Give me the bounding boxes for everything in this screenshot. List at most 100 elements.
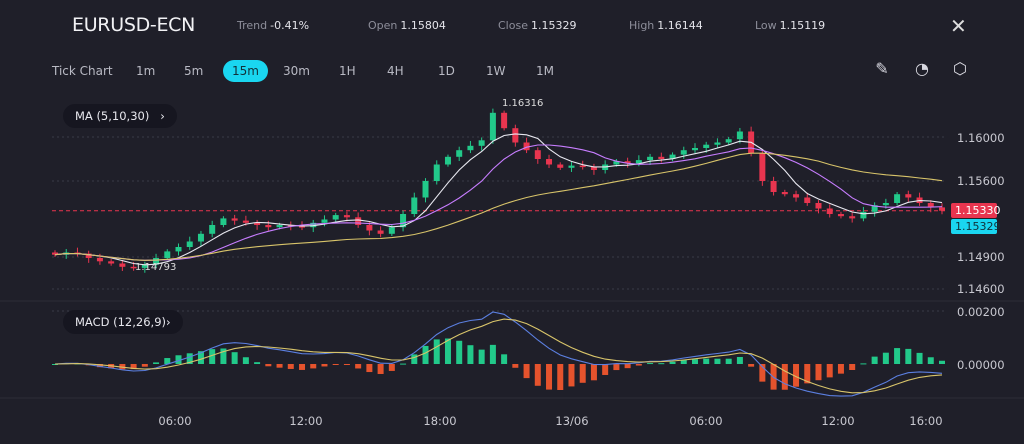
candle-up: [703, 144, 710, 148]
candle-down: [85, 253, 92, 258]
candle-up: [209, 225, 216, 234]
macd-histogram-bar: [489, 344, 496, 364]
macd-histogram-bar: [299, 364, 306, 370]
macd-histogram-bar: [826, 364, 833, 378]
candle-down: [927, 203, 934, 208]
tab-30m[interactable]: 30m: [283, 64, 310, 78]
candle-up: [669, 154, 676, 159]
tab-1w[interactable]: 1W: [486, 64, 506, 78]
low-label: Low: [755, 19, 777, 32]
candle-down: [265, 225, 272, 228]
macd-histogram-bar: [467, 345, 474, 364]
macd-histogram-bar: [691, 359, 698, 364]
price-label: 1.14900: [957, 250, 1005, 264]
tab-4h[interactable]: 4H: [387, 64, 404, 78]
candle-up: [186, 241, 193, 247]
macd-histogram-bar: [456, 340, 463, 364]
candle-up: [613, 161, 620, 165]
candle-up: [894, 194, 901, 203]
tab-1h[interactable]: 1H: [339, 64, 356, 78]
close-value: 1.15329: [530, 19, 577, 32]
ma-indicator-button[interactable]: MA (5,10,30) ›: [63, 104, 177, 128]
candle-up: [444, 156, 451, 165]
candle-down: [254, 222, 261, 225]
candle-up: [568, 165, 575, 168]
macd-histogram-bar: [276, 364, 283, 368]
candle-up: [433, 164, 440, 181]
macd-histogram-bar: [647, 363, 654, 365]
macd-histogram-bar: [849, 364, 856, 371]
candle-down: [512, 128, 519, 143]
hexagon-gear-icon[interactable]: ⬡: [953, 59, 967, 78]
candle-down: [501, 112, 508, 129]
candle-down: [579, 165, 586, 168]
macd-histogram-bar: [433, 339, 440, 364]
macd-histogram-bar: [635, 364, 642, 366]
candle-down: [793, 194, 800, 198]
macd-histogram-bar: [512, 364, 519, 368]
macd-histogram-bar: [153, 362, 160, 364]
macd-histogram-bar: [894, 348, 901, 364]
candle-down: [231, 218, 238, 221]
candle-up: [310, 222, 317, 228]
high-value: 1.16144: [657, 19, 703, 32]
macd-histogram-bar: [366, 364, 373, 373]
macd-histogram-bar: [444, 338, 451, 364]
macd-histogram-bar: [703, 358, 710, 364]
macd-histogram-bar: [871, 356, 878, 364]
candle-up: [220, 218, 227, 225]
tab-5m[interactable]: 5m: [184, 64, 204, 78]
ma5-line: [54, 133, 943, 266]
tab-1d[interactable]: 1D: [438, 64, 455, 78]
macd-histogram-bar: [658, 363, 665, 365]
candle-down: [624, 161, 631, 164]
candle-down: [119, 263, 126, 267]
tab-15m[interactable]: 15m: [223, 60, 268, 82]
candle-down: [355, 217, 362, 225]
macd-histogram-bar: [669, 361, 676, 364]
trend-label: Trend: [237, 19, 268, 32]
macd-histogram-bar: [793, 364, 800, 387]
candle-down: [590, 166, 597, 170]
open-label: Open: [368, 19, 398, 32]
trend-stat: Trend -0.41%: [237, 19, 309, 32]
candle-down: [534, 150, 541, 159]
high-stat: High 1.16144: [629, 19, 703, 32]
macd-histogram-bar: [714, 358, 721, 364]
close-price-tag: 1.15329: [951, 219, 1001, 234]
open-value: 1.15804: [400, 19, 446, 32]
timeframe-bar: Tick Chart 1m 5m 15m 30m 1H 4H 1D 1W 1M: [0, 60, 1024, 82]
low-stat: Low 1.15119: [755, 19, 825, 32]
candle-down: [343, 215, 350, 218]
candle-up: [388, 227, 395, 234]
candle-down: [770, 181, 777, 192]
macd-histogram-bar: [478, 349, 485, 364]
macd-histogram-bar: [96, 364, 103, 368]
symbol-title: EURUSD-ECN: [72, 14, 196, 36]
chevron-right-icon: ›: [166, 315, 171, 329]
candle-down: [849, 216, 856, 219]
macd-histogram-bar: [523, 364, 530, 379]
ma-label: MA (5,10,30): [75, 109, 150, 123]
macd-indicator-button[interactable]: MACD (12,26,9)›: [63, 310, 183, 334]
tab-1m-month[interactable]: 1M: [536, 64, 554, 78]
macd-histogram-bar: [400, 363, 407, 365]
price-label: 1.14600: [957, 282, 1005, 296]
pencil-icon[interactable]: ✎: [875, 59, 889, 78]
last-price-tag: 1.15330: [951, 203, 1001, 218]
tab-tick-chart[interactable]: Tick Chart: [52, 64, 113, 78]
candle-up: [882, 203, 889, 206]
candle-up: [467, 145, 474, 151]
tab-1m[interactable]: 1m: [136, 64, 156, 78]
macd-axis-label: 0.00200: [957, 305, 1005, 319]
price-label: 1.16000: [957, 131, 1005, 145]
timer-icon[interactable]: ◔: [915, 59, 929, 78]
macd-histogram-bar: [804, 364, 811, 384]
close-icon[interactable]: ✕: [950, 14, 967, 38]
macd-histogram-bar: [411, 354, 418, 364]
time-label: 06:00: [689, 414, 723, 428]
candle-up: [400, 214, 407, 228]
macd-histogram-bar: [220, 348, 227, 364]
ma30-line: [54, 152, 943, 261]
